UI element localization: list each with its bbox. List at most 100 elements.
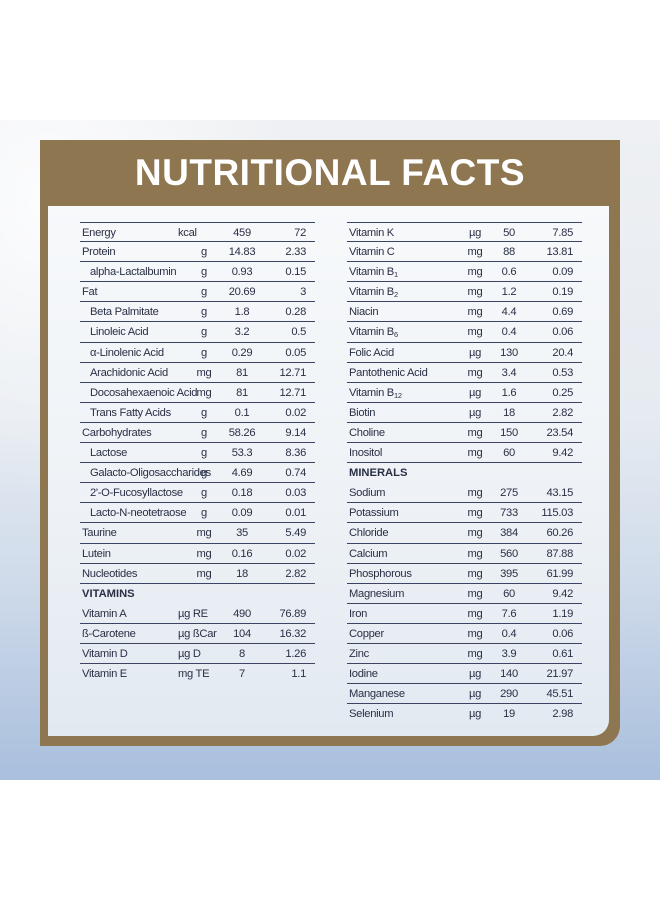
- nutrient-name-text: Selenium: [349, 708, 394, 721]
- amount-per-100kcal: 13.81: [546, 246, 574, 259]
- section-heading: MINERALS: [347, 463, 582, 483]
- amount-per-100kcal: 115.03: [541, 507, 573, 520]
- nutrient-name: α-Linolenic Acid: [90, 343, 164, 363]
- nutrition-card: NUTRITIONAL FACTS Energy kcal 459 72 Protein…: [40, 140, 620, 746]
- nutrient-unit: g: [201, 507, 207, 520]
- amount-per-100g: 140: [500, 668, 518, 681]
- nutrient-subscript: 12: [393, 390, 402, 400]
- amount-per-100kcal: 5.49: [285, 527, 306, 540]
- amount-per-100kcal: 12.71: [279, 366, 307, 379]
- nutrient-row: Vitamin B12 µg 1.6 0.25: [347, 383, 582, 403]
- nutrient-name-text: Inositol: [349, 447, 383, 460]
- amount-per-100kcal: 0.06: [552, 326, 573, 339]
- nutrient-row: ß-Carotene µg ßCar 104 16.32: [80, 624, 315, 644]
- amount-per-100kcal: 0.61: [552, 647, 573, 660]
- nutrition-panel: Energy kcal 459 72 Protein g 14.83 2.33 alpha-La…: [48, 206, 609, 736]
- nutrient-name: Beta Palmitate: [90, 302, 159, 322]
- nutrient-name: ß-Carotene: [82, 624, 136, 644]
- amount-per-100kcal: 0.02: [285, 406, 306, 419]
- amount-per-100g: 490: [233, 607, 251, 620]
- nutrient-name-text: Magnesium: [349, 587, 405, 600]
- nutrient-name: Taurine: [82, 523, 117, 543]
- nutrient-name: Lacto-N-neotetraose: [90, 503, 187, 523]
- nutrient-unit: mg: [467, 507, 483, 520]
- amount-per-100g: 130: [500, 346, 518, 359]
- amount-per-100g: 275: [500, 487, 518, 500]
- nutrient-row: Vitamin B2 mg 1.2 0.19: [347, 282, 582, 305]
- amount-per-100g: 8: [239, 647, 245, 660]
- nutrient-unit: mg: [467, 426, 483, 439]
- nutrient-row: Inositol mg 60 9.42: [347, 443, 582, 464]
- amount-per-100kcal: 0.01: [285, 507, 306, 520]
- nutrient-row: Niacin mg 4.4 0.69: [347, 302, 582, 323]
- nutrient-name-text: Vitamin B: [349, 326, 394, 339]
- amount-per-100g: 395: [500, 567, 518, 580]
- amount-per-100g: 60: [503, 587, 515, 600]
- amount-per-100g: 3.9: [501, 647, 517, 660]
- amount-per-100kcal: 23.54: [546, 426, 574, 439]
- amount-per-100g: 0.29: [231, 346, 253, 359]
- nutrient-name-text: Taurine: [82, 527, 117, 540]
- nutrient-name-text: Manganese: [349, 688, 405, 701]
- nutrient-name: Lutein: [82, 544, 111, 564]
- amount-per-100g: 0.6: [501, 266, 517, 279]
- nutrient-subscript: 6: [393, 330, 398, 340]
- nutrient-name: Choline: [349, 423, 385, 443]
- nutrient-row: Selenium µg 19 2.98: [347, 704, 582, 724]
- amount-per-100kcal: 16.32: [279, 627, 307, 640]
- nutrient-name-text: Iron: [349, 607, 368, 620]
- nutrient-name-text: Vitamin E: [82, 668, 127, 681]
- amount-per-100g: 0.18: [231, 487, 253, 500]
- nutrient-unit: mg: [196, 527, 212, 540]
- amount-per-100g: 18: [236, 567, 248, 580]
- amount-per-100g: 20.69: [228, 286, 256, 299]
- nutrient-name: Trans Fatty Acids: [90, 403, 171, 423]
- amount-per-100g: 58.26: [228, 426, 256, 439]
- amount-per-100kcal: 9.14: [285, 426, 306, 439]
- amount-per-100g: 4.4: [501, 306, 517, 319]
- amount-per-100g: 0.16: [231, 547, 253, 560]
- nutrient-name: Vitamin B2: [349, 282, 398, 305]
- nutrient-row: Vitamin E mg TE 7 1.1: [80, 664, 315, 684]
- amount-per-100g: 0.4: [501, 326, 517, 339]
- nutrient-unit: mg: [467, 567, 483, 580]
- nutrient-name: Zinc: [349, 644, 369, 664]
- nutrient-name: Arachidonic Acid: [90, 363, 168, 383]
- nutrient-name: Protein: [82, 242, 116, 262]
- amount-per-100g: 290: [500, 688, 518, 701]
- amount-per-100g: 1.8: [234, 306, 250, 319]
- nutrient-name: alpha-Lactalbumin: [90, 262, 177, 282]
- nutrient-name: Linoleic Acid: [90, 322, 149, 342]
- nutrient-subscript: 2: [393, 290, 398, 300]
- nutrient-unit: µg ßCar: [178, 627, 217, 640]
- nutrient-unit: mg: [467, 527, 483, 540]
- nutrient-unit: mg: [196, 567, 212, 580]
- nutrient-unit: mg: [467, 366, 483, 379]
- nutrient-name-text: Trans Fatty Acids: [90, 406, 171, 419]
- nutrient-row: Chloride mg 384 60.26: [347, 523, 582, 544]
- nutrient-unit: g: [201, 246, 207, 259]
- nutrient-unit: mg TE: [178, 668, 210, 681]
- nutrient-row: Calcium mg 560 87.88: [347, 544, 582, 564]
- nutrient-unit: mg: [467, 627, 483, 640]
- nutrient-name-text: Pantothenic Acid: [349, 366, 428, 379]
- nutrient-row: Vitamin C mg 88 13.81: [347, 242, 582, 263]
- nutrient-name-text: Galacto-Oligosaccharides: [90, 467, 211, 480]
- nutrient-row: Copper mg 0.4 0.06: [347, 624, 582, 644]
- nutrient-row: Folic Acid µg 130 20.4: [347, 343, 582, 363]
- nutrient-unit: g: [201, 266, 207, 279]
- amount-per-100kcal: 0.25: [552, 386, 573, 399]
- amount-per-100g: 1.6: [501, 386, 517, 399]
- nutrient-name-text: Lutein: [82, 547, 111, 560]
- amount-per-100kcal: 43.15: [546, 487, 574, 500]
- nutrient-unit: mg: [467, 326, 483, 339]
- amount-per-100g: 88: [503, 246, 515, 259]
- nutrient-row: Vitamin D µg D 8 1.26: [80, 644, 315, 665]
- nutrient-name-text: Lacto-N-neotetraose: [90, 507, 187, 520]
- amount-per-100g: 0.93: [231, 266, 253, 279]
- nutrient-unit: g: [201, 487, 207, 500]
- nutrient-name-text: Chloride: [349, 527, 389, 540]
- amount-per-100kcal: 2.82: [552, 406, 573, 419]
- amount-per-100g: 7.6: [501, 607, 517, 620]
- amount-per-100kcal: 0.53: [552, 366, 573, 379]
